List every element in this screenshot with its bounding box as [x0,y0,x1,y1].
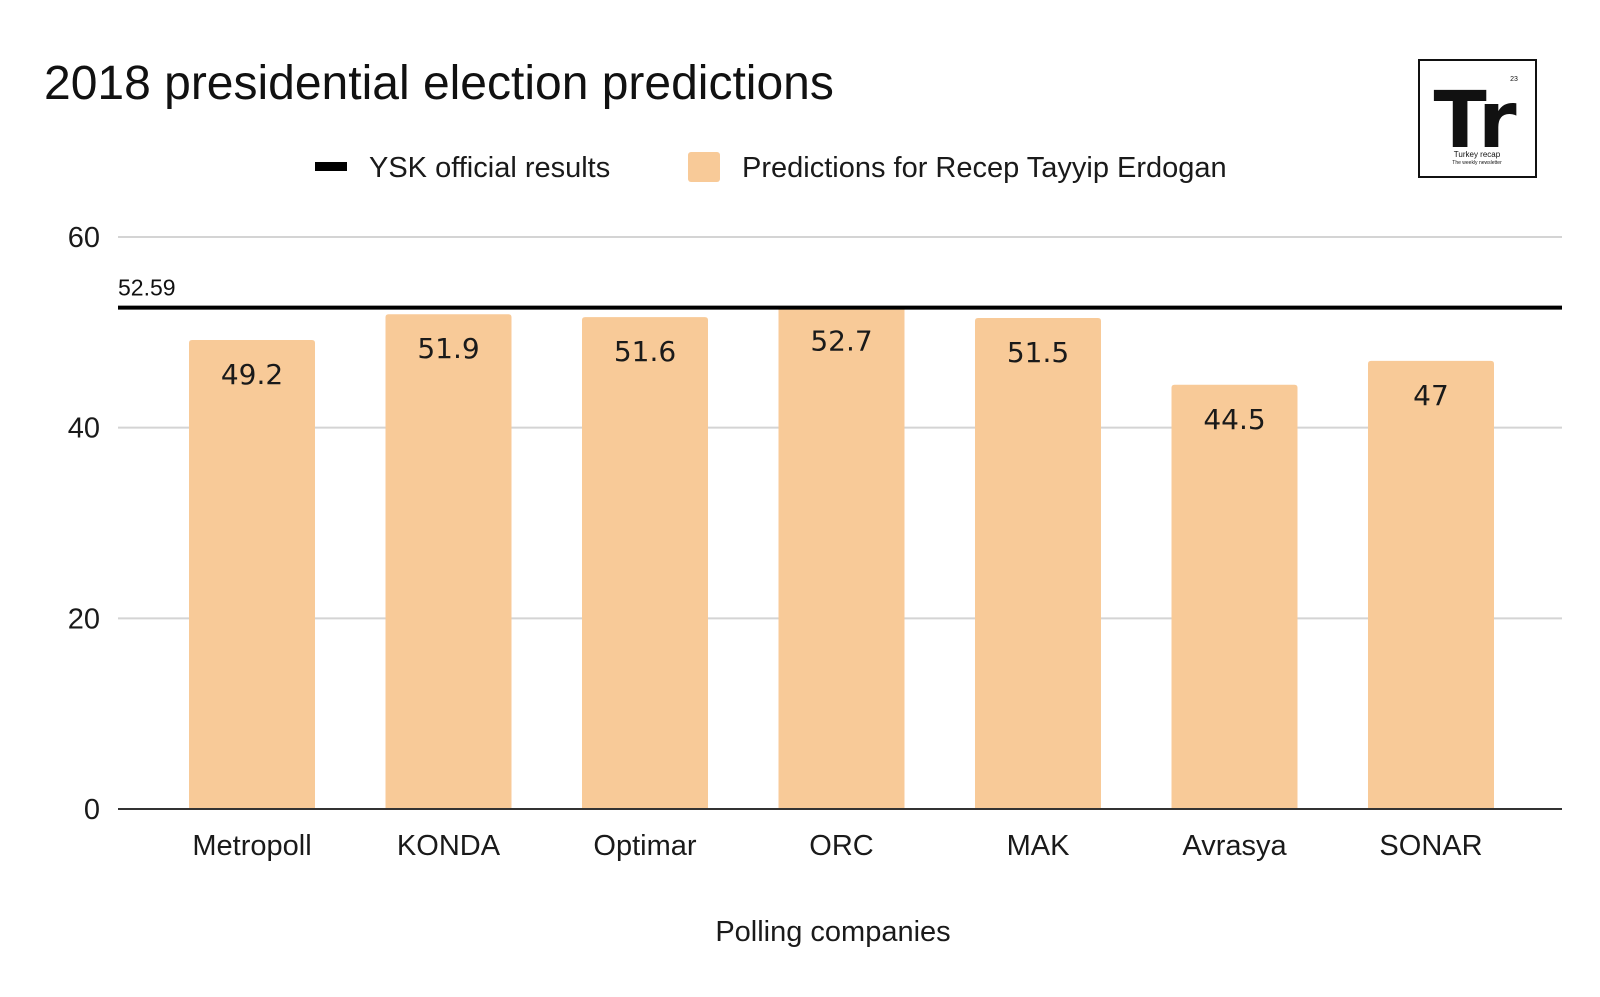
y-tick-label: 60 [68,222,100,254]
y-axis-ticks: 0 20 40 60 [68,222,100,826]
bar-value-label: 47 [1413,379,1449,412]
legend-label-reference: YSK official results [369,152,610,184]
bar-optimar [582,317,708,809]
logo: 23 Tr Turkey recap The weekly newsletter [1418,59,1537,178]
bar-orc [778,306,905,809]
x-tick-label: Metropoll [192,830,311,862]
y-tick-label: 40 [68,413,100,445]
bar-value-label: 52.7 [810,325,872,358]
bars [189,306,1494,809]
bar-value-label: 44.5 [1203,403,1265,436]
bar-avrasya [1171,384,1298,809]
bar-mak [975,318,1101,809]
logo-frame [1418,59,1537,178]
data-labels: 49.2 51.9 51.6 52.7 51.5 44.5 47 [221,325,1449,436]
legend: YSK official results Predictions for Rec… [315,152,1227,184]
x-tick-label: SONAR [1379,830,1482,862]
legend-label-predictions: Predictions for Recep Tayyip Erdogan [742,152,1227,184]
legend-item-reference: YSK official results [315,152,610,184]
y-tick-label: 20 [68,603,100,635]
bar-sonar [1368,360,1494,809]
reference-line-group: 52.59 [118,275,1562,310]
bar-value-label: 49.2 [221,358,283,391]
legend-item-predictions: Predictions for Recep Tayyip Erdogan [688,152,1227,184]
bar-metropoll [189,339,315,809]
x-tick-label: Avrasya [1182,830,1287,862]
x-tick-label: Optimar [593,830,696,862]
bar-konda [385,314,512,809]
x-tick-label: KONDA [397,830,501,862]
legend-swatch-reference [315,162,347,171]
logo-number: 23 [1510,76,1518,83]
logo-tagline: The weekly newsletter [1452,160,1502,166]
x-tick-label: MAK [1007,830,1071,862]
logo-mark: Tr [1433,76,1517,166]
bar-value-label: 51.5 [1007,336,1069,369]
logo-name: Turkey recap [1454,150,1501,159]
y-tick-label: 0 [84,794,100,826]
x-axis-categories: Metropoll KONDA Optimar ORC MAK Avrasya SONAR [192,830,1482,862]
x-axis-title: Polling companies [715,916,950,948]
bar-value-label: 51.6 [614,335,676,368]
x-tick-label: ORC [809,830,873,862]
bar-value-label: 51.9 [417,332,479,365]
chart-title: 2018 presidential election predictions [44,57,834,110]
legend-swatch-predictions [688,152,720,182]
reference-line-label: 52.59 [118,275,176,301]
